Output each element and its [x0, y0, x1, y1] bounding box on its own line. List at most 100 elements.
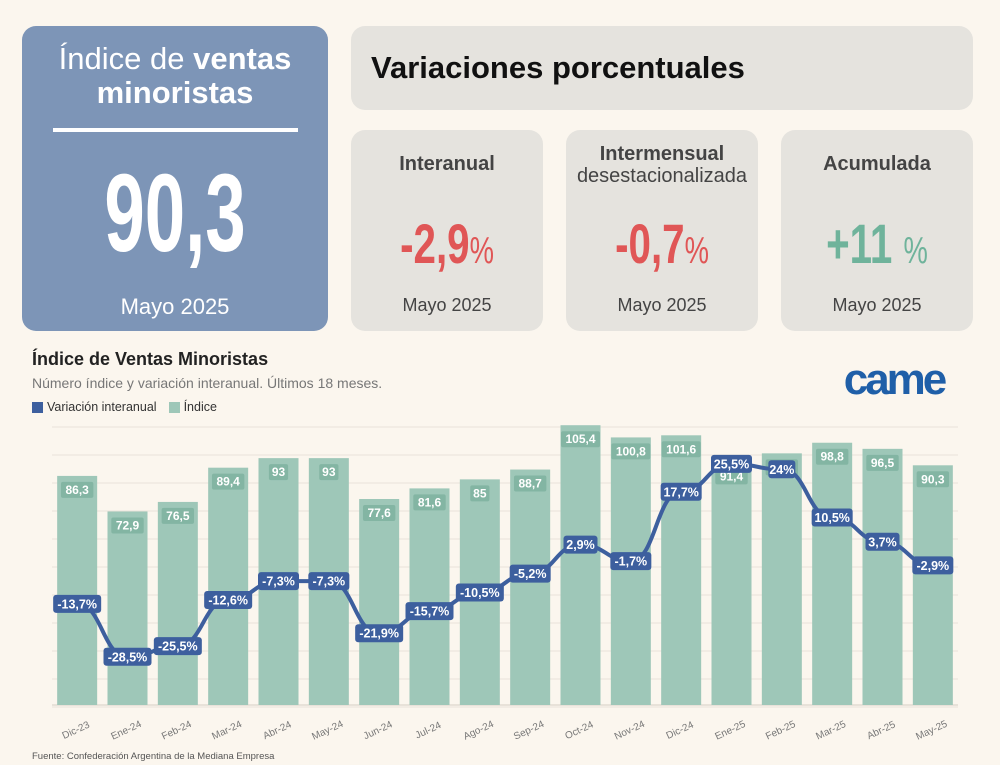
legend-item-bar: Índice [168, 400, 217, 414]
card-subtitle: desestacionalizada [576, 165, 748, 187]
bar [57, 475, 98, 705]
line-label: 25,5% [714, 457, 749, 471]
line-label-bg [610, 552, 652, 571]
x-tick-label: Mar-25 [814, 719, 848, 743]
line-label: -28,5% [108, 650, 148, 664]
line-label: -21,9% [359, 627, 399, 641]
legend-swatch-line [32, 401, 43, 413]
x-tick-label: Sep-24 [512, 719, 546, 743]
line-label-bg [355, 624, 404, 643]
line-label: -25,5% [158, 640, 198, 654]
line-label: -1,7% [615, 555, 648, 569]
x-tick-label: Nov-24 [613, 719, 647, 743]
x-tick-label: May-24 [310, 719, 345, 743]
bar [409, 488, 450, 705]
line-label: -13,7% [57, 597, 97, 611]
bar-label-bg [111, 517, 144, 534]
line-label: -2,9% [917, 559, 950, 573]
line-label-bg [711, 454, 752, 473]
index-summary-card: Índice de ventas minoristas 90,3 Mayo 202… [22, 26, 328, 331]
line-label: 2,9% [566, 538, 595, 552]
bar [812, 442, 853, 705]
legend-label-bar: Índice [183, 400, 217, 414]
line-label: -10,5% [460, 586, 500, 600]
line-label-bg [405, 602, 454, 621]
bar-label-bg [161, 507, 195, 524]
index-card-divider [53, 128, 298, 132]
card-intermensual: Intermensual desestacionalizada -0,7% Ma… [566, 130, 758, 331]
line-label-bg [153, 637, 202, 656]
line-label: 17,7% [663, 485, 698, 499]
line-label-bg [660, 482, 702, 501]
x-tick-label: Mar-24 [210, 719, 244, 743]
line-label-bg [563, 535, 598, 554]
index-title-part1: Índice de [58, 41, 194, 76]
bar-label: 77,6 [367, 506, 391, 520]
line-label-bg [865, 532, 900, 551]
line-label-bg [811, 508, 853, 527]
card-value-unit: % [469, 230, 494, 272]
bar-label: 89,4 [216, 475, 240, 489]
bar-label-bg [611, 443, 651, 460]
card-value: -2,9% [378, 212, 516, 283]
bar-label: 72,9 [116, 518, 140, 532]
x-tick-label: Ene-24 [110, 719, 144, 743]
came-logo-text: came [844, 355, 946, 404]
bar-label-bg [916, 471, 950, 488]
legend-item-line: Variación interanual [32, 400, 157, 414]
source-note: Fuente: Confederación Argentina de la Me… [32, 751, 275, 762]
bar-label-bg [60, 481, 94, 498]
line-label: -7,3% [313, 575, 346, 589]
bar-label: 93 [322, 465, 336, 479]
line-label-bg [53, 594, 102, 613]
x-tick-label: Abr-24 [262, 719, 294, 742]
x-tick-label: Oct-24 [564, 719, 596, 742]
line-label: -7,3% [262, 575, 295, 589]
line-label-bg [103, 647, 152, 666]
bar-label-bg [413, 494, 446, 511]
bar [157, 501, 198, 705]
card-value-number: +11 [826, 212, 893, 275]
x-tick-label: Jul-24 [414, 720, 444, 742]
bar-label: 93 [272, 465, 286, 479]
index-period: Mayo 2025 [120, 294, 230, 319]
bar-label-bg [561, 431, 600, 448]
index-value: 90,3 [104, 152, 246, 275]
chart-legend: Variación interanual Índice [32, 400, 229, 414]
chart-title: Índice de Ventas Minoristas [32, 349, 269, 369]
line-series [75, 461, 935, 659]
card-interanual: Interanual -2,9% Mayo 2025 [351, 130, 543, 331]
line-label: -12,6% [208, 594, 248, 608]
bar-label: 96,5 [871, 456, 895, 470]
variations-header-title: Variaciones porcentuales [371, 50, 745, 85]
x-tick-label: Abr-25 [866, 719, 898, 742]
index-title-bold1: ventas [193, 41, 292, 76]
x-tick-label: Feb-24 [160, 719, 194, 743]
bar [711, 462, 752, 705]
came-logo: came [844, 355, 949, 404]
x-tick-label: Dic-24 [665, 719, 696, 741]
bar-label-bg [866, 454, 899, 471]
variations-header: Variaciones porcentuales [351, 26, 973, 110]
legend-swatch-bar [168, 401, 180, 413]
bar [359, 499, 400, 705]
bar [912, 465, 953, 705]
card-value-unit: % [684, 230, 709, 272]
bar-label: 86,3 [65, 483, 89, 497]
line-label-bg [509, 564, 551, 583]
bar [862, 448, 903, 705]
bar-label-bg [319, 464, 339, 481]
line-label: 10,5% [814, 511, 849, 525]
x-tick-label: Dic-23 [61, 719, 92, 741]
chart-subtitle: Número índice y variación interanual. Úl… [32, 375, 383, 391]
line-label-bg [455, 583, 504, 602]
card-period: Mayo 2025 [832, 295, 922, 315]
bar [761, 453, 802, 705]
x-tick-label: Jun-24 [362, 719, 395, 742]
bar [560, 425, 601, 705]
line-label: 3,7% [868, 535, 897, 549]
bar [510, 469, 551, 705]
x-tick-label: Ene-25 [714, 719, 748, 743]
bar [610, 437, 651, 705]
